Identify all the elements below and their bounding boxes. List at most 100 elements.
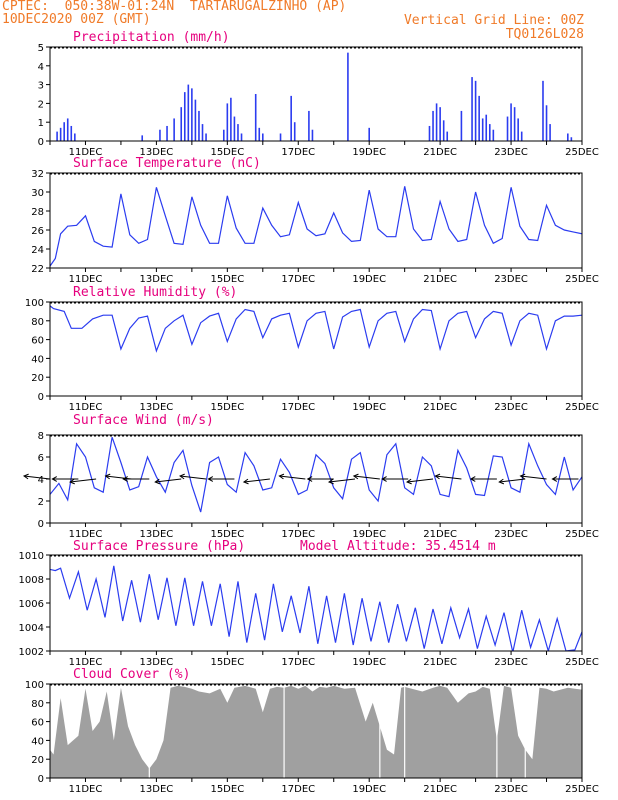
wind-arrow: [328, 478, 356, 483]
x-tick-label: 23DEC: [494, 784, 528, 795]
x-tick-label: 11DEC: [69, 784, 103, 795]
wind-arrow-head: [434, 473, 441, 480]
plot-frame: [49, 301, 583, 397]
x-tick-label: 15DEC: [210, 274, 244, 285]
precip-bar: [194, 99, 197, 141]
precip-bar: [191, 88, 193, 141]
precip-bar: [567, 133, 569, 141]
wind-arrow-head: [381, 476, 387, 482]
panel-title: Surface Temperature (nC): [73, 156, 261, 171]
x-tick-label: 25DEC: [565, 657, 599, 668]
wind-arrow-head: [22, 473, 29, 480]
y-tick-label: 4: [38, 475, 44, 486]
precip-bar: [542, 80, 544, 141]
plot-frame: [49, 172, 583, 269]
precip-bar: [290, 95, 292, 141]
header-grid-note: Vertical Grid Line: 00Z: [403, 13, 584, 28]
x-tick-label: 17DEC: [281, 147, 315, 158]
wind-arrow-head: [278, 473, 285, 480]
cloud-cover-area: [50, 685, 582, 778]
x-tick-label: 21DEC: [423, 657, 457, 668]
wind-arrow: [155, 478, 182, 483]
precip-bar: [517, 118, 519, 141]
y-tick-label: 1002: [19, 647, 44, 658]
plot-frame: [49, 46, 583, 142]
x-tick-label: 21DEC: [423, 402, 457, 413]
y-tick-label: 1010: [19, 551, 44, 562]
precip-bar: [258, 127, 261, 141]
header-station: CPTEC: 050:38W-01:24N TARTARUGALZINHO (A…: [2, 0, 347, 14]
precip-bar: [442, 120, 445, 141]
x-tick-label: 25DEC: [565, 147, 599, 158]
wind-arrow-head: [469, 476, 476, 482]
wind-arrow-head: [498, 478, 505, 485]
wind-arrow-head: [179, 473, 185, 480]
precip-bar: [510, 103, 512, 141]
x-tick-label: 13DEC: [140, 274, 174, 285]
panel-0: Precipitation (mm/h) 0 1 2 3 4 5 11DEC 13DEC 15DE…: [38, 30, 599, 158]
precip-bar: [347, 52, 349, 141]
precip-bar: [198, 110, 200, 141]
x-tick-label: 11DEC: [69, 402, 103, 413]
precip-bar: [478, 95, 480, 141]
x-tick-label: 15DEC: [210, 529, 244, 540]
precip-bar: [56, 131, 58, 141]
header-date: 10DEC2020 00Z (GMT): [2, 12, 151, 27]
precip-bar: [63, 122, 65, 141]
wind-arrow-head: [306, 476, 313, 482]
y-tick-label: 1: [38, 118, 44, 129]
wind-arrow: [243, 478, 270, 483]
precip-bar: [506, 116, 509, 141]
x-tick-label: 21DEC: [423, 147, 457, 158]
wind-arrow: [499, 478, 526, 483]
x-tick-label: 25DEC: [565, 274, 599, 285]
wind-arrow-head: [406, 478, 412, 485]
wind-arrow-head: [242, 478, 249, 485]
y-tick-label: 1006: [19, 599, 44, 610]
wind-arrow-head: [207, 476, 214, 482]
y-tick-label: 40: [31, 354, 44, 365]
precip-bar: [166, 125, 168, 141]
x-tick-label: 23DEC: [494, 529, 528, 540]
precip-bar: [183, 92, 186, 141]
precip-bar: [262, 133, 264, 141]
precip-bar: [492, 129, 495, 141]
x-tick-label: 15DEC: [210, 402, 244, 413]
y-tick-label: 4: [38, 62, 44, 73]
precip-bar: [233, 116, 236, 141]
precip-bar: [446, 131, 449, 141]
x-tick-label: 19DEC: [352, 657, 386, 668]
x-tick-label: 19DEC: [352, 147, 386, 158]
precip-bar: [141, 135, 144, 141]
wind-arrow: [70, 478, 97, 483]
y-tick-label: 0: [38, 137, 44, 148]
wind-arrow-head: [352, 473, 359, 480]
x-tick-label: 17DEC: [281, 274, 315, 285]
precip-bar: [474, 80, 477, 141]
x-tick-label: 19DEC: [352, 784, 386, 795]
wind-arrow: [520, 475, 547, 480]
y-tick-label: 2: [38, 497, 44, 508]
precip-bar: [311, 129, 314, 141]
y-tick-label: 3: [38, 81, 44, 92]
plot-frame: [49, 554, 583, 652]
x-tick-label: 17DEC: [281, 402, 315, 413]
precip-bar: [435, 103, 438, 141]
x-tick-label: 11DEC: [69, 147, 103, 158]
precip-bar: [488, 124, 491, 141]
precip-bar: [471, 77, 473, 141]
panel-2: Relative Humidity (%) 0 20 40 60 80 100 11DEC 13…: [25, 285, 599, 413]
panel-title: Surface Wind (m/s): [73, 413, 214, 428]
x-tick-label: 25DEC: [565, 402, 599, 413]
x-tick-label: 13DEC: [140, 784, 174, 795]
precip-bar: [439, 107, 441, 141]
precip-bar: [222, 129, 225, 141]
wind-arrow: [435, 475, 462, 480]
y-tick-label: 32: [31, 169, 44, 180]
precip-bar: [240, 133, 243, 141]
panel-title: Cloud Cover (%): [73, 667, 190, 682]
y-tick-label: 1004: [19, 623, 44, 634]
wind-arrow-head: [122, 476, 128, 482]
y-tick-label: 0: [38, 519, 44, 530]
y-tick-label: 22: [31, 264, 44, 275]
